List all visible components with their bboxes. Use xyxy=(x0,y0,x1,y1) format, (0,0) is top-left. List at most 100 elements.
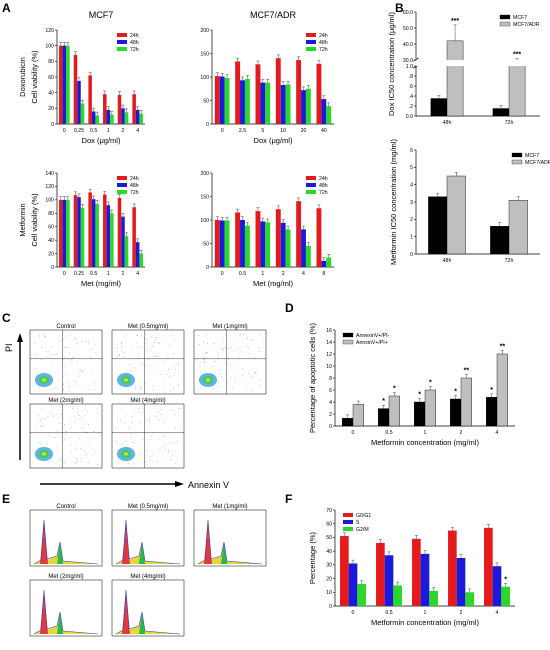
panel-e-cell-cycle-histograms: Control Met (0.5mg/ml) Met (1mg/ml) Met (2m… xyxy=(29,504,267,637)
flow-event-dot xyxy=(39,444,41,446)
bar xyxy=(460,377,473,427)
flow-event-dot xyxy=(256,373,258,375)
bar xyxy=(135,242,140,267)
bar xyxy=(80,207,85,267)
flow-event-dot xyxy=(175,462,176,464)
flow-event-dot xyxy=(155,415,157,417)
bar xyxy=(326,257,332,267)
flow-event-dot xyxy=(127,371,129,373)
y-tick-label: 8 xyxy=(329,376,332,382)
flow-event-dot xyxy=(164,378,165,380)
bar xyxy=(235,212,241,267)
flow-event-dot xyxy=(47,356,49,358)
flow-event-dot xyxy=(160,408,162,410)
flow-event-dot xyxy=(51,361,53,363)
y-tick-label: 30.0 xyxy=(403,58,413,64)
flow-event-dot xyxy=(146,454,148,456)
flow-event-dot xyxy=(50,388,52,390)
flow-event-dot xyxy=(147,348,148,349)
legend-label: 48h xyxy=(319,40,328,46)
flow-event-dot xyxy=(168,450,169,451)
x-axis-label: Dox (μg/ml) xyxy=(254,136,293,145)
flow-event-dot xyxy=(152,461,154,463)
bar xyxy=(490,226,510,255)
flow-event-dot xyxy=(149,420,151,422)
flow-event-dot xyxy=(175,427,176,429)
bar xyxy=(301,90,306,124)
flow-event-dot xyxy=(39,425,41,427)
flow-event-dot xyxy=(173,353,174,355)
y-tick-label: 50 xyxy=(326,535,332,541)
x-tick-label: 2 xyxy=(282,271,285,277)
flow-event-dot xyxy=(133,464,135,466)
legend-label: AnnexinV+/PI- xyxy=(356,333,390,339)
histogram-outline xyxy=(33,589,99,635)
legend-swatch xyxy=(306,190,316,194)
flow-event-dot xyxy=(235,378,237,379)
flow-event-dot xyxy=(55,387,57,388)
y-tick-label: .8 xyxy=(409,74,413,80)
y-axis-label: Cell viability (%) xyxy=(30,193,39,247)
flow-event-dot xyxy=(215,361,217,363)
flow-event-dot xyxy=(86,453,87,455)
bar xyxy=(446,40,464,117)
flow-event-dot xyxy=(143,372,145,373)
flow-event-dot xyxy=(77,349,78,351)
y-tick-label: 100 xyxy=(45,43,54,49)
bar xyxy=(121,108,125,124)
bar xyxy=(450,398,462,427)
flow-event-dot xyxy=(159,438,161,440)
y-tick-label: 0 xyxy=(206,265,209,271)
flow-event-dot xyxy=(177,363,179,364)
flow-event-dot xyxy=(138,458,140,460)
bar xyxy=(95,203,99,267)
flow-event-dot xyxy=(55,413,57,415)
flow-event-dot xyxy=(67,357,69,359)
bar xyxy=(465,592,474,606)
flow-event-dot xyxy=(178,408,179,409)
flow-event-dot xyxy=(214,360,215,362)
flow-event-dot xyxy=(64,424,65,426)
bar xyxy=(378,408,390,427)
flow-event-dot xyxy=(246,337,248,339)
bar xyxy=(492,566,502,606)
flow-event-dot xyxy=(41,417,42,419)
bar xyxy=(260,221,266,267)
flow-event-dot xyxy=(169,442,171,443)
y-tick-label: 1.0 xyxy=(406,64,413,70)
x-tick-label: 4 xyxy=(496,430,499,436)
bar xyxy=(446,175,466,255)
chart-a-adr-doxorubicin: 0 50 100 150 200 0 2.5 5 10 20 40 MCF7/ADR Dox (μg/m… xyxy=(200,10,334,145)
flow-event-dot xyxy=(133,367,135,369)
flow-event-dot xyxy=(48,350,50,352)
flow-event-dot xyxy=(167,451,169,453)
flow-event-dot xyxy=(163,420,165,421)
flow-event-dot xyxy=(74,381,76,383)
legend-label: MCF7/ADR xyxy=(513,22,540,28)
flow-event-dot xyxy=(222,348,224,349)
flow-event-dot xyxy=(84,409,86,410)
legend-label: 48h xyxy=(130,183,139,189)
y-tick-label: 100 xyxy=(200,218,209,224)
flow-event-dot xyxy=(156,354,158,356)
bar xyxy=(296,60,302,124)
flow-event-dot xyxy=(75,448,76,450)
flow-event-dot xyxy=(96,417,98,419)
flow-event-dot xyxy=(213,343,215,344)
flow-event-dot xyxy=(177,368,179,370)
flow-event-dot xyxy=(173,366,175,368)
flow-event-dot xyxy=(222,379,224,380)
flow-event-dot xyxy=(170,390,171,392)
flow-event-dot xyxy=(68,390,70,392)
flow-event-dot xyxy=(84,423,86,425)
flow-event-dot xyxy=(234,350,235,352)
flow-event-dot xyxy=(144,383,146,385)
flow-event-dot xyxy=(134,443,136,445)
flow-event-dot xyxy=(157,461,159,463)
flow-event-dot xyxy=(42,346,44,348)
bar xyxy=(132,207,136,267)
flow-event-dot xyxy=(199,366,201,367)
bar xyxy=(106,109,111,124)
flow-event-dot xyxy=(85,447,86,449)
flow-event-dot xyxy=(35,427,36,429)
